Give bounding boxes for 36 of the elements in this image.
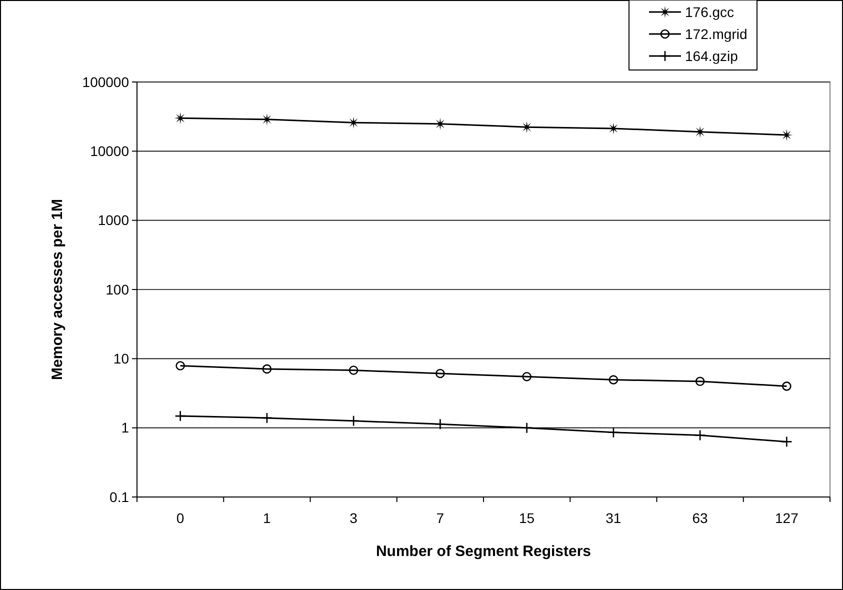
- legend-label: 172.mgrid: [685, 26, 748, 42]
- y-tick-label: 10000: [90, 143, 130, 160]
- point: [782, 382, 792, 391]
- point: [781, 436, 792, 448]
- y-tick-label: 100: [106, 281, 130, 298]
- x-tick-label: 0: [176, 510, 184, 526]
- point: [348, 415, 360, 427]
- point: [521, 422, 532, 434]
- x-tick-label: 15: [519, 510, 535, 526]
- y-tick-label: 10: [113, 350, 130, 367]
- point: [436, 368, 445, 378]
- legend-label: 176.gcc: [685, 4, 734, 20]
- point: [608, 426, 620, 438]
- y-tick-label: 1000: [98, 212, 130, 228]
- point: [176, 361, 185, 370]
- point: [608, 375, 618, 384]
- y-tick-label: 100000: [82, 74, 130, 90]
- x-tick-label: 3: [350, 510, 358, 526]
- point: [434, 418, 446, 430]
- x-tick-label: 1: [263, 510, 272, 526]
- x-tick-label: 63: [692, 510, 708, 526]
- point: [261, 412, 273, 424]
- point: [695, 376, 705, 386]
- x-axis-title: Number of Segment Registers: [376, 543, 592, 560]
- x-tick-label: 31: [606, 510, 622, 526]
- y-tick-label: 1: [121, 420, 130, 436]
- point: [174, 410, 186, 422]
- point: [522, 372, 532, 382]
- y-axis-title: Memory accesses per 1M: [49, 199, 66, 380]
- point: [348, 366, 358, 375]
- y-tick-label: 0.1: [110, 488, 130, 505]
- legend-label: 164.gzip: [685, 48, 738, 64]
- point: [262, 364, 272, 374]
- x-tick-label: 7: [436, 510, 444, 526]
- point: [694, 430, 706, 441]
- x-tick-label: 127: [775, 510, 799, 526]
